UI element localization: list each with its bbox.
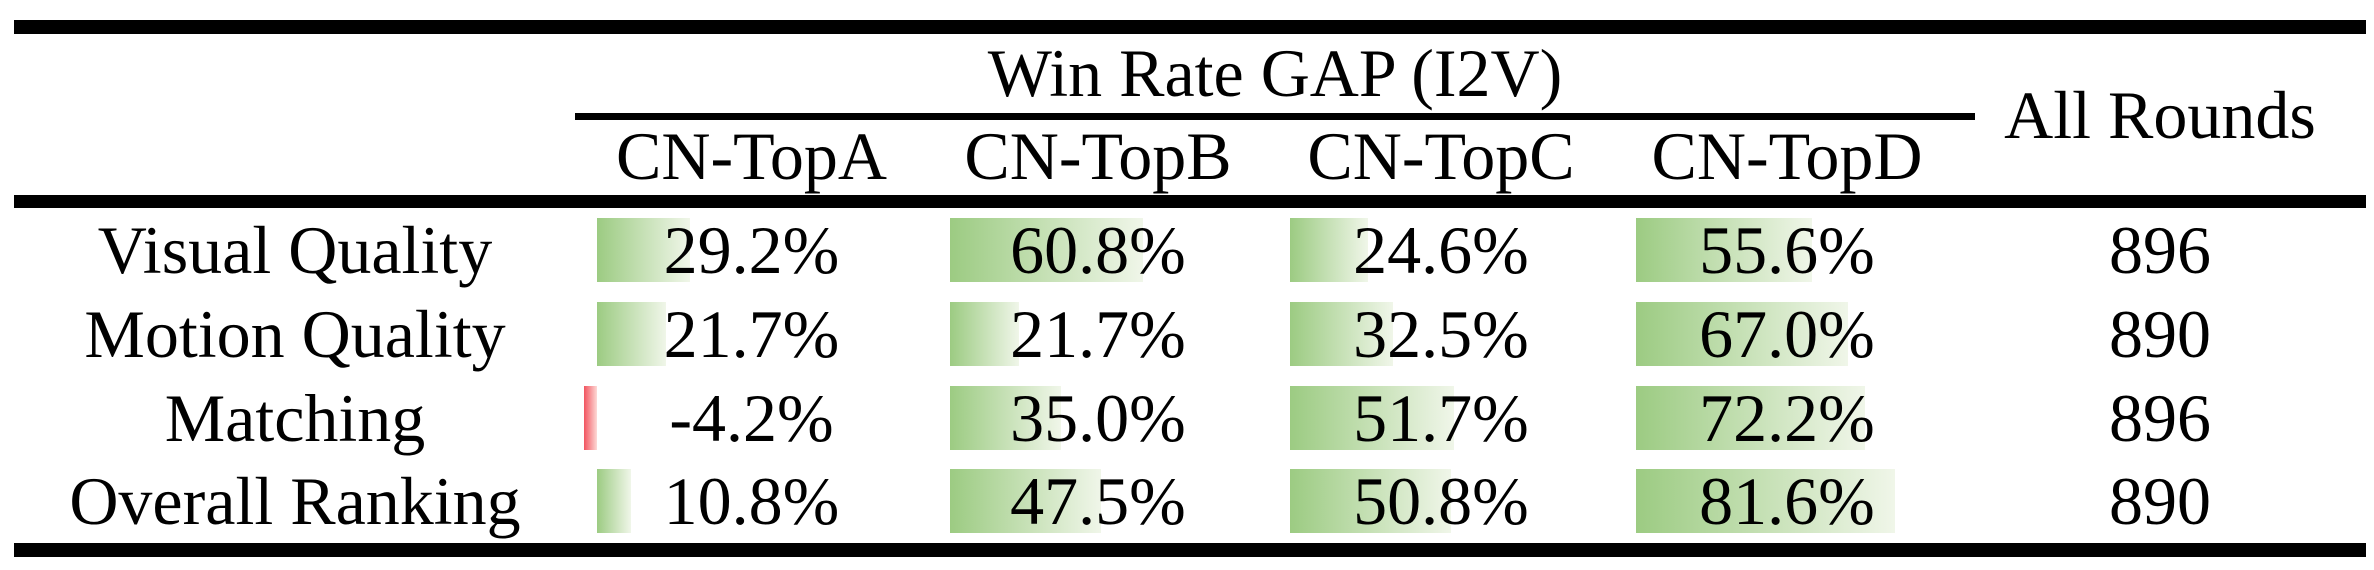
value-cell: 24.6% [1268, 208, 1614, 292]
positive-data-bar [597, 469, 632, 534]
positive-data-bar [1636, 301, 1849, 366]
value-cell: 50.8% [1268, 459, 1614, 543]
positive-data-bar [1290, 385, 1454, 450]
win-rate-gap-value: 10.8% [663, 463, 840, 540]
value-cell: 72.2% [1614, 376, 1960, 460]
table-row: Overall Ranking 10.8% 47.5% 50.8% 81.6% 890 [0, 459, 2374, 543]
table-row: Motion Quality 21.7% 21.7% 32.5% 67.0% 890 [0, 292, 2374, 376]
row-label: Matching [164, 379, 426, 456]
col-header-cn-topb: CN-TopB [964, 117, 1232, 194]
col-header-cn-topc: CN-TopC [1307, 117, 1575, 194]
value-cell: 29.2% [575, 208, 928, 292]
positive-data-bar [1290, 301, 1394, 366]
positive-data-bar [1636, 218, 1813, 282]
all-rounds-value: 890 [2109, 295, 2211, 372]
header-body-separator-rule [14, 195, 2366, 208]
win-rate-gap-value: -4.2% [669, 379, 834, 456]
value-cell: -4.2% [575, 376, 928, 460]
value-cell: 21.7% [928, 292, 1268, 376]
positive-data-bar [950, 469, 1101, 534]
win-rate-gap-value: 50.8% [1353, 463, 1529, 540]
value-cell: 47.5% [928, 459, 1268, 543]
positive-data-bar [1636, 385, 1865, 450]
value-cell: 67.0% [1614, 292, 1960, 376]
table-row: Matching -4.2% 35.0% 51.7% 72.2% 896 [0, 376, 2374, 460]
col-header-all-rounds: All Rounds [2004, 76, 2316, 153]
row-label: Overall Ranking [69, 463, 521, 540]
col-header-cn-topa: CN-TopA [615, 117, 887, 194]
win-rate-gap-value: 32.5% [1353, 295, 1529, 372]
positive-data-bar [597, 301, 666, 366]
group-header-underline-rule [575, 113, 1975, 120]
positive-data-bar [1290, 218, 1368, 282]
value-cell: 60.8% [928, 208, 1268, 292]
table-title: Win Rate GAP (I2V) [987, 34, 1563, 111]
all-rounds-value: 890 [2109, 463, 2211, 540]
win-rate-gap-value: 72.2% [1699, 379, 1875, 456]
win-rate-gap-value: 81.6% [1699, 463, 1875, 540]
positive-data-bar [1290, 469, 1452, 534]
win-rate-gap-value: 60.8% [1010, 212, 1186, 288]
win-rate-gap-value: 35.0% [1010, 379, 1186, 456]
win-rate-gap-value: 47.5% [1010, 463, 1186, 540]
win-rate-gap-value: 24.6% [1353, 212, 1529, 288]
value-cell: 81.6% [1614, 459, 1960, 543]
row-label: Visual Quality [97, 212, 493, 288]
positive-data-bar [950, 218, 1143, 282]
value-cell: 32.5% [1268, 292, 1614, 376]
value-cell: 10.8% [575, 459, 928, 543]
table-row: Visual Quality 29.2% 60.8% 24.6% 55.6% 896 [0, 208, 2374, 292]
all-rounds-value: 896 [2109, 212, 2211, 288]
col-header-cn-topd: CN-TopD [1651, 117, 1923, 194]
win-rate-gap-value: 55.6% [1699, 212, 1875, 288]
value-cell: 35.0% [928, 376, 1268, 460]
positive-data-bar [1636, 469, 1895, 534]
row-label: Motion Quality [84, 295, 506, 372]
all-rounds-value: 896 [2109, 379, 2211, 456]
win-rate-gap-value: 67.0% [1699, 295, 1875, 372]
value-cell: 21.7% [575, 292, 928, 376]
win-rate-gap-value: 21.7% [663, 295, 840, 372]
top-border-rule [14, 20, 2366, 34]
positive-data-bar [950, 301, 1019, 366]
positive-data-bar [597, 218, 690, 282]
win-rate-gap-value: 29.2% [663, 212, 840, 288]
win-rate-gap-value: 51.7% [1353, 379, 1529, 456]
bottom-border-rule [14, 543, 2366, 557]
value-cell: 51.7% [1268, 376, 1614, 460]
positive-data-bar [950, 385, 1061, 450]
value-cell: 55.6% [1614, 208, 1960, 292]
win-rate-gap-value: 21.7% [1010, 295, 1186, 372]
negative-data-bar [583, 385, 597, 450]
